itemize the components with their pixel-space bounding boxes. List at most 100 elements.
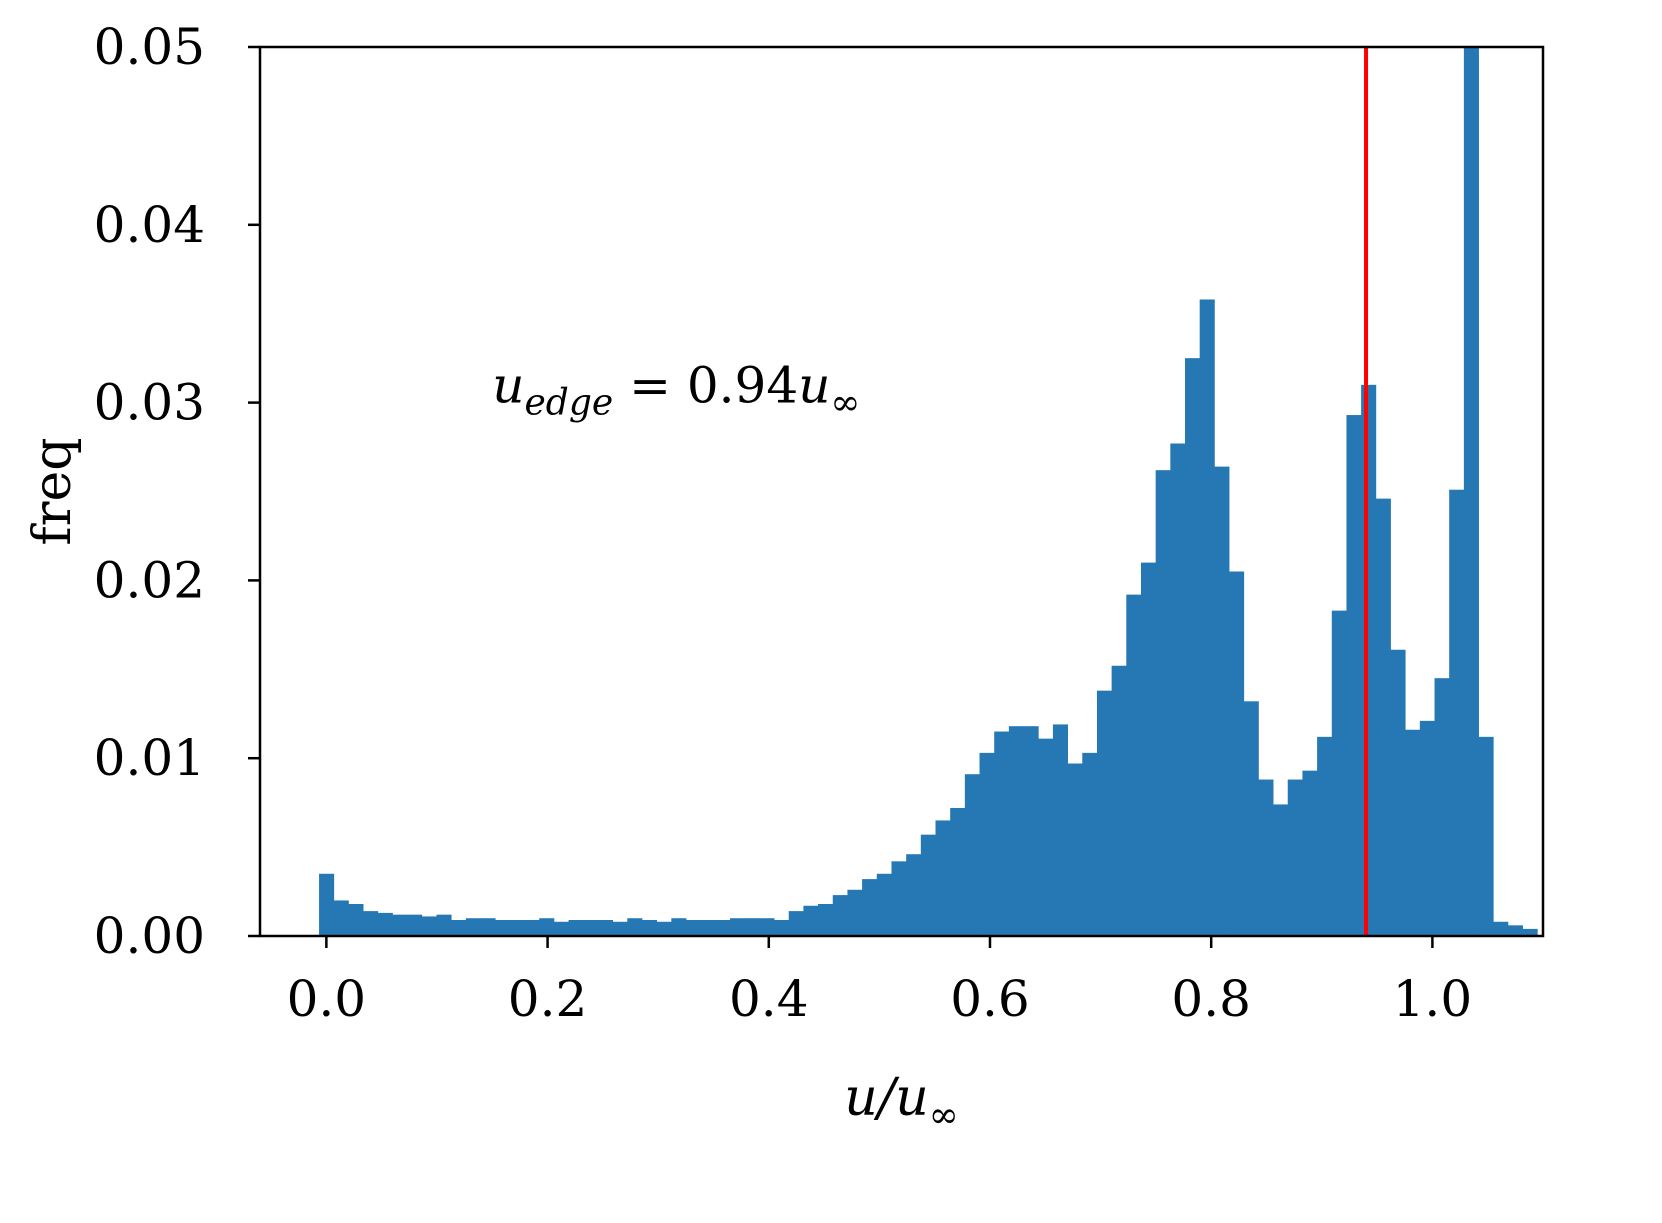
x-tick-label: 0.0 xyxy=(287,970,367,1028)
histogram-bar xyxy=(407,914,423,936)
histogram-bar xyxy=(1419,720,1435,936)
histogram-bar xyxy=(1229,571,1245,936)
histogram-bar xyxy=(671,918,687,936)
histogram-bar xyxy=(935,820,951,936)
histogram-bar xyxy=(1287,779,1303,936)
histogram-bar xyxy=(715,920,731,936)
histogram-bar xyxy=(979,752,995,936)
x-tick-label: 1.0 xyxy=(1393,970,1473,1028)
histogram-bar xyxy=(319,873,335,936)
histogram-bar xyxy=(847,889,863,936)
histogram-bar xyxy=(1038,738,1054,936)
histogram-bar xyxy=(1185,358,1201,936)
histogram-bar xyxy=(436,914,452,936)
histogram-bar xyxy=(421,916,437,936)
histogram-bar xyxy=(524,920,540,936)
y-axis-label: freq xyxy=(23,437,83,545)
histogram-bar xyxy=(363,911,379,936)
x-tick-label: 0.6 xyxy=(950,970,1030,1028)
histogram-bar xyxy=(1170,443,1186,936)
histogram-bar xyxy=(1082,752,1098,936)
histogram-bar xyxy=(1111,665,1127,936)
histogram-bar xyxy=(568,920,584,936)
plot-frame xyxy=(258,45,1545,938)
histogram-bar xyxy=(333,900,349,936)
histogram-bar xyxy=(465,918,481,936)
histogram-bar xyxy=(1390,649,1406,936)
x-tick-label: 0.8 xyxy=(1171,970,1251,1028)
histogram-bar xyxy=(685,920,702,936)
y-tick-label: 0.03 xyxy=(94,374,205,432)
histogram-bar xyxy=(539,918,555,936)
histogram-bar xyxy=(1273,804,1289,936)
histogram-bar xyxy=(1522,928,1538,936)
histogram-bar xyxy=(348,904,364,936)
histogram-bar xyxy=(832,895,848,936)
y-tick-label: 0.04 xyxy=(94,196,205,254)
histogram-bar xyxy=(1126,594,1142,936)
histogram-bar xyxy=(1096,690,1113,936)
histogram-bar xyxy=(744,918,760,936)
histogram-bar xyxy=(480,918,496,936)
histogram-bar xyxy=(803,905,819,936)
histogram-bar xyxy=(774,920,790,936)
histogram-bar xyxy=(1052,724,1068,936)
histogram-bar xyxy=(656,921,672,936)
histogram-bar xyxy=(1507,925,1523,936)
annotation-text: uedge = 0.94u∞ xyxy=(492,357,860,424)
histogram-bar xyxy=(1375,498,1391,936)
histogram-bar xyxy=(392,914,408,936)
histogram-bar xyxy=(950,807,966,936)
histogram-bar xyxy=(700,920,716,936)
histogram-bar xyxy=(1493,921,1509,936)
histogram-bar xyxy=(1258,779,1274,936)
histogram-bar xyxy=(1361,384,1377,936)
histogram-bar xyxy=(597,920,614,936)
histogram-bar xyxy=(788,911,804,936)
histogram-bar xyxy=(377,912,393,936)
histogram-bar xyxy=(612,921,628,936)
x-axis-ticks: 0.0 0.2 0.4 0.6 0.8 1.0 xyxy=(287,936,1473,1028)
histogram-bar xyxy=(1302,770,1318,936)
histogram-bar xyxy=(1346,415,1362,936)
histogram-bar xyxy=(1405,729,1421,936)
histogram-bar xyxy=(1008,726,1024,936)
histogram-bar xyxy=(1317,736,1333,936)
histogram-bar xyxy=(906,854,922,936)
y-tick-label: 0.05 xyxy=(94,18,205,76)
histogram-bar xyxy=(994,731,1010,936)
histogram-bar xyxy=(1140,562,1157,936)
histogram-bar xyxy=(641,920,658,936)
histogram-bar xyxy=(495,920,511,936)
histogram-bar xyxy=(730,918,746,936)
histogram-bar xyxy=(862,879,878,936)
y-tick-label: 0.01 xyxy=(94,729,205,787)
histogram-bar xyxy=(1155,470,1171,936)
histogram-bar xyxy=(1243,701,1259,936)
y-tick-label: 0.00 xyxy=(94,907,205,965)
x-tick-label: 0.4 xyxy=(729,970,809,1028)
y-tick-label: 0.02 xyxy=(94,551,205,609)
x-tick-label: 0.2 xyxy=(508,970,588,1028)
histogram-bar xyxy=(1449,489,1465,936)
histogram-bar xyxy=(627,918,643,936)
histogram-bar xyxy=(1023,726,1039,936)
y-axis-ticks: 0.00 0.01 0.02 0.03 0.04 0.05 xyxy=(94,18,260,965)
histogram-bar xyxy=(1067,763,1083,936)
histogram-bar xyxy=(583,920,599,936)
histogram-bar xyxy=(876,873,892,936)
histogram-bar xyxy=(1434,678,1450,936)
histogram-bar xyxy=(920,834,936,936)
histogram-bar xyxy=(451,920,467,936)
histogram-bar xyxy=(553,921,569,936)
histogram-bar xyxy=(759,918,775,936)
histogram-bar xyxy=(1478,736,1494,936)
histogram-bar xyxy=(891,861,907,936)
x-axis-label: u/u∞ xyxy=(844,1068,959,1136)
histogram-bar xyxy=(1463,47,1479,936)
histogram-bar xyxy=(818,904,834,936)
histogram-bar xyxy=(509,920,525,936)
histogram-bar xyxy=(1214,466,1230,936)
